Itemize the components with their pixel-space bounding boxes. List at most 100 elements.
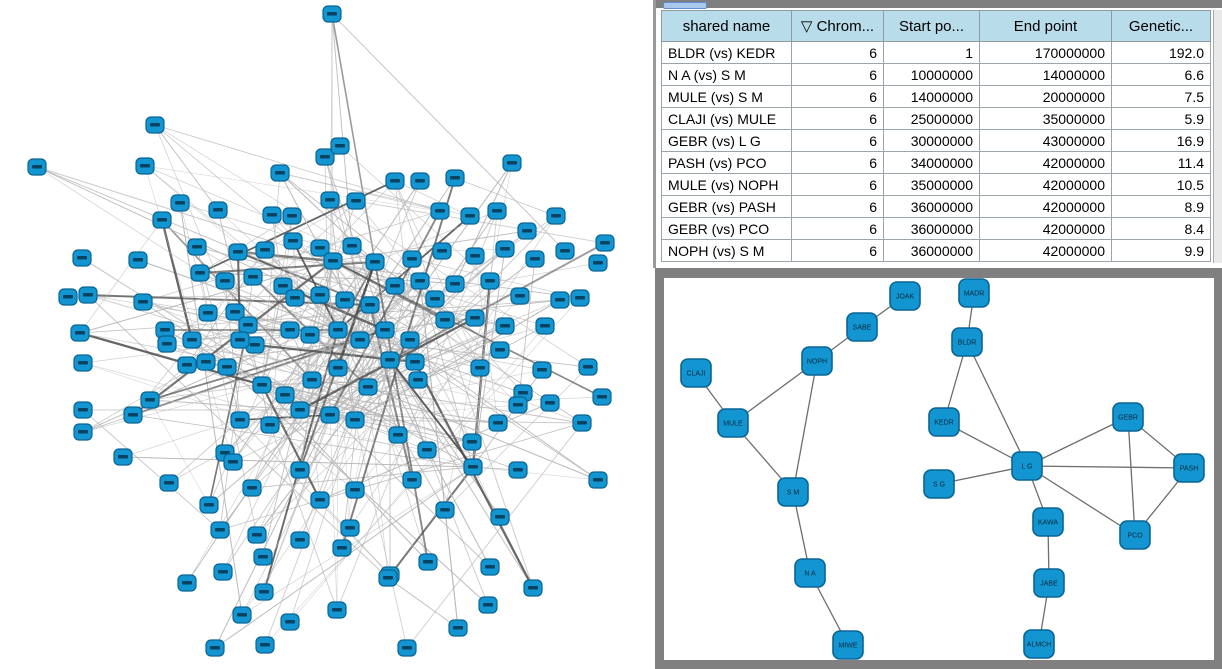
vertical-scrollbar[interactable] (1213, 10, 1222, 263)
table-cell[interactable]: 11.4 (1111, 151, 1211, 174)
network-edge[interactable] (966, 341, 1028, 467)
table-cell[interactable]: 6 (791, 217, 884, 240)
table-cell[interactable]: GEBR (vs) PASH (661, 195, 792, 218)
column-header-2[interactable]: Start po... (883, 10, 980, 42)
network-node[interactable] (470, 359, 490, 377)
network-node[interactable] (525, 250, 545, 268)
network-node[interactable] (402, 471, 422, 489)
table-row[interactable]: N A (vs) S M 6 10000000 14000000 6.6 (661, 63, 1211, 86)
table-cell[interactable]: 6 (791, 107, 884, 130)
network-node[interactable] (350, 331, 370, 349)
column-header-4[interactable]: Genetic... (1111, 10, 1211, 42)
network-node[interactable] (58, 288, 78, 306)
table-cell[interactable]: 6 (791, 239, 884, 262)
table-cell[interactable]: 1 (883, 41, 980, 64)
network-node[interactable] (217, 358, 237, 376)
table-cell[interactable]: 36000000 (883, 239, 980, 262)
column-header-3[interactable]: End point (979, 10, 1112, 42)
network-node[interactable] (345, 481, 365, 499)
network-edge[interactable] (1026, 465, 1136, 536)
network-node[interactable] (592, 388, 612, 406)
network-node-noph[interactable]: NOPH (801, 346, 833, 376)
table-row[interactable]: BLDR (vs) KEDR 6 1 170000000 192.0 (661, 41, 1211, 64)
network-node[interactable] (230, 411, 250, 429)
column-header-1[interactable]: ▽ Chrom... (791, 10, 884, 42)
table-cell[interactable]: 10.5 (1111, 173, 1211, 196)
network-node[interactable] (588, 254, 608, 272)
network-node[interactable] (315, 148, 335, 166)
network-node-kawa[interactable]: KAWA (1032, 507, 1064, 537)
network-node[interactable] (495, 240, 515, 258)
network-node[interactable] (223, 453, 243, 471)
network-node[interactable] (228, 243, 248, 261)
network-node-sabe[interactable]: SABE (846, 312, 878, 342)
network-node[interactable] (460, 207, 480, 225)
network-node[interactable] (546, 207, 566, 225)
network-node[interactable] (159, 474, 179, 492)
network-node[interactable] (397, 639, 417, 657)
network-node[interactable] (232, 606, 252, 624)
network-node[interactable] (465, 309, 485, 327)
table-row[interactable]: CLAJI (vs) MULE 6 25000000 35000000 5.9 (661, 107, 1211, 130)
network-node-s-g[interactable]: S G (923, 469, 955, 499)
table-cell[interactable]: 6 (791, 195, 884, 218)
network-node[interactable] (555, 242, 575, 260)
network-node[interactable] (302, 371, 322, 389)
network-node-pco[interactable]: PCO (1119, 520, 1151, 550)
network-node-almch[interactable]: ALMCH (1023, 629, 1055, 659)
network-node[interactable] (155, 321, 175, 339)
table-cell[interactable]: 42000000 (979, 217, 1112, 240)
network-node[interactable] (385, 277, 405, 295)
network-node[interactable] (365, 253, 385, 271)
table-cell[interactable]: 20000000 (979, 85, 1112, 108)
network-node[interactable] (517, 222, 537, 240)
network-node[interactable] (572, 414, 592, 432)
network-node[interactable] (170, 194, 190, 212)
network-node[interactable] (275, 386, 295, 404)
network-node[interactable] (230, 331, 250, 349)
network-node[interactable] (432, 242, 452, 260)
network-node[interactable] (198, 304, 218, 322)
network-edge[interactable] (1127, 416, 1136, 536)
network-node[interactable] (253, 548, 273, 566)
network-node[interactable] (327, 601, 347, 619)
network-node[interactable] (595, 234, 615, 252)
network-node[interactable] (388, 426, 408, 444)
network-node[interactable] (242, 479, 262, 497)
network-node[interactable] (123, 406, 143, 424)
network-node[interactable] (290, 461, 310, 479)
network-node[interactable] (478, 596, 498, 614)
network-node[interactable] (418, 553, 438, 571)
network-node[interactable] (332, 539, 352, 557)
network-node[interactable] (255, 636, 275, 654)
network-node[interactable] (465, 247, 485, 265)
network-node[interactable] (405, 353, 425, 371)
table-cell[interactable]: 16.9 (1111, 129, 1211, 152)
table-cell[interactable]: 14000000 (979, 63, 1112, 86)
network-node[interactable] (215, 272, 235, 290)
network-node[interactable] (480, 558, 500, 576)
table-cell[interactable]: 30000000 (883, 129, 980, 152)
small-network-canvas[interactable]: JOAK MADR SABE BLDR NOPH CLAJI KEDR MULE GEBR L G… (664, 278, 1214, 660)
network-node[interactable] (322, 5, 342, 23)
table-cell[interactable]: 8.4 (1111, 217, 1211, 240)
network-node[interactable] (70, 324, 90, 342)
network-node[interactable] (208, 201, 228, 219)
network-node[interactable] (445, 275, 465, 293)
network-node[interactable] (400, 331, 420, 349)
network-node-jabe[interactable]: JABE (1033, 568, 1065, 598)
network-node[interactable] (435, 501, 455, 519)
network-node[interactable] (238, 316, 258, 334)
table-cell[interactable]: NOPH (vs) S M (661, 239, 792, 262)
table-cell[interactable]: 14000000 (883, 85, 980, 108)
network-node[interactable] (128, 251, 148, 269)
network-node[interactable] (487, 202, 507, 220)
network-node[interactable] (335, 291, 355, 309)
network-node-kedr[interactable]: KEDR (928, 407, 960, 437)
table-row[interactable]: GEBR (vs) PCO 6 36000000 42000000 8.4 (661, 217, 1211, 240)
network-node[interactable] (375, 321, 395, 339)
table-cell[interactable]: GEBR (vs) L G (661, 129, 792, 152)
table-cell[interactable]: 36000000 (883, 217, 980, 240)
network-node-joak[interactable]: JOAK (889, 281, 921, 311)
table-cell[interactable]: 5.9 (1111, 107, 1211, 130)
